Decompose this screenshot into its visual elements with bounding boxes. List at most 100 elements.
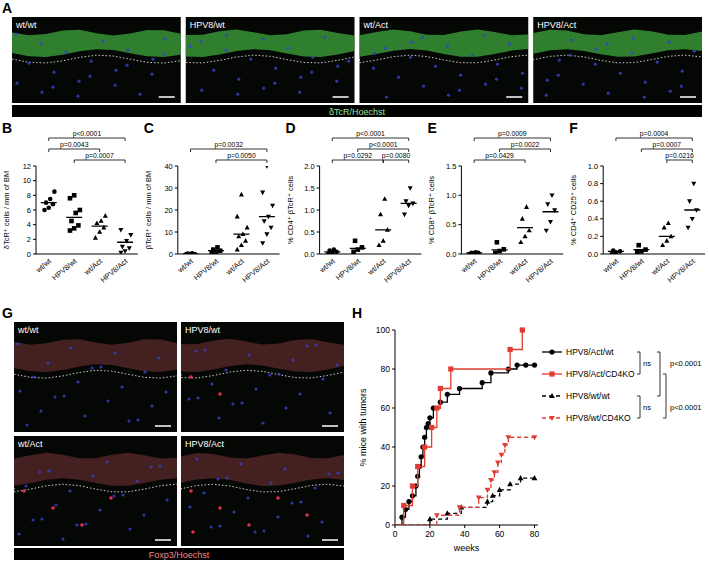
tick-label: 0 <box>393 529 398 539</box>
image-label: HPV8/Act <box>537 20 577 30</box>
significance-bracket <box>74 160 125 163</box>
marker-square <box>434 405 439 410</box>
nucleus <box>54 503 57 506</box>
legend-label: HPV8/wt/wt <box>566 391 611 401</box>
nucleus <box>299 500 302 503</box>
nucleus <box>643 96 646 99</box>
nucleus <box>136 418 139 421</box>
marker-triangle-down <box>492 470 498 475</box>
tick <box>458 254 461 255</box>
p-value: p<0.0001 <box>73 130 102 138</box>
nucleus <box>320 520 323 523</box>
tick <box>175 232 178 233</box>
marker-triangle <box>376 242 381 247</box>
micrograph <box>14 436 177 546</box>
image-label: wt/Act <box>17 439 43 449</box>
panel-letter: G <box>2 305 13 321</box>
category-label: HPV8/wt <box>618 256 647 282</box>
marker-circle <box>52 189 57 194</box>
axis-title: βTcR⁺ cells / mm of BM <box>144 171 153 250</box>
nucleus <box>619 72 622 75</box>
nucleus <box>273 82 276 85</box>
mean-line <box>233 234 249 235</box>
marker-triangle <box>99 218 104 223</box>
marker-square <box>351 250 356 255</box>
nucleus <box>421 36 424 39</box>
nucleus <box>83 414 86 417</box>
x-axis <box>603 254 705 255</box>
panel-letter: C <box>144 120 154 136</box>
marker-triangle-down <box>270 204 275 209</box>
tick <box>33 210 36 211</box>
nucleus <box>125 64 128 67</box>
stained-cell <box>191 530 195 534</box>
image-label: HPV8/wt <box>190 20 226 30</box>
basement-membrane <box>533 55 702 63</box>
mean-line <box>401 203 417 204</box>
marker-circle <box>488 370 493 375</box>
marker-triangle-down <box>120 245 125 250</box>
tick-label: 1.5 <box>304 184 314 193</box>
marker-square <box>415 464 420 469</box>
nucleus <box>283 467 286 470</box>
stained-cell <box>276 496 280 500</box>
nucleus <box>202 491 205 494</box>
nucleus <box>459 74 462 77</box>
nucleus <box>261 421 264 424</box>
nucleus <box>240 401 243 404</box>
nucleus <box>311 56 314 59</box>
tissue-band <box>360 29 529 56</box>
nucleus <box>471 54 474 57</box>
nucleus <box>53 395 56 398</box>
nucleus <box>495 78 498 81</box>
tick <box>317 166 320 167</box>
nucleus <box>558 59 561 62</box>
axis-title: % mice with tumors <box>358 388 368 467</box>
tick <box>458 195 461 196</box>
marker-triangle-down <box>544 229 549 234</box>
stained-cell <box>51 506 55 510</box>
nucleus <box>458 89 461 92</box>
data-group <box>608 182 700 254</box>
axis-title: δTcR⁺ cells / mm of BM <box>2 171 11 250</box>
nucleus <box>31 518 34 521</box>
nucleus <box>347 60 350 63</box>
stained-cell <box>109 496 113 500</box>
nucleus <box>217 416 220 419</box>
survival-line <box>395 365 535 525</box>
marker-triangle <box>497 487 503 492</box>
nucleus <box>569 54 572 57</box>
marker-square <box>353 239 358 244</box>
tick <box>317 232 320 233</box>
tick <box>392 447 395 448</box>
nucleus <box>90 366 93 369</box>
marker-circle <box>422 435 427 440</box>
basement-membrane <box>14 370 177 378</box>
nucleus <box>212 69 215 72</box>
p-value: p=0.0292 <box>344 152 373 160</box>
marker-triangle <box>243 238 248 243</box>
tick <box>175 210 178 211</box>
tick <box>33 166 36 167</box>
data-group <box>466 193 558 254</box>
tick-label: 80 <box>530 529 540 539</box>
stained-cell <box>218 506 222 510</box>
marker-triangle-down <box>434 513 440 518</box>
mean-line <box>41 202 57 203</box>
marker-triangle-down <box>127 246 132 251</box>
nucleus <box>520 87 523 90</box>
tick-label: 1.0 <box>446 191 456 200</box>
mean-line <box>66 217 82 218</box>
marker-circle <box>523 363 528 368</box>
category-label: HPV8/wt <box>50 256 79 282</box>
nucleus <box>138 93 141 96</box>
nucleus <box>328 411 331 414</box>
tick <box>33 180 36 181</box>
nucleus <box>98 508 101 511</box>
tick <box>175 166 178 167</box>
nucleus <box>546 79 549 82</box>
marker-triangle-down <box>687 199 692 204</box>
nucleus <box>91 474 94 477</box>
nucleus <box>239 462 242 465</box>
nucleus <box>224 368 227 371</box>
